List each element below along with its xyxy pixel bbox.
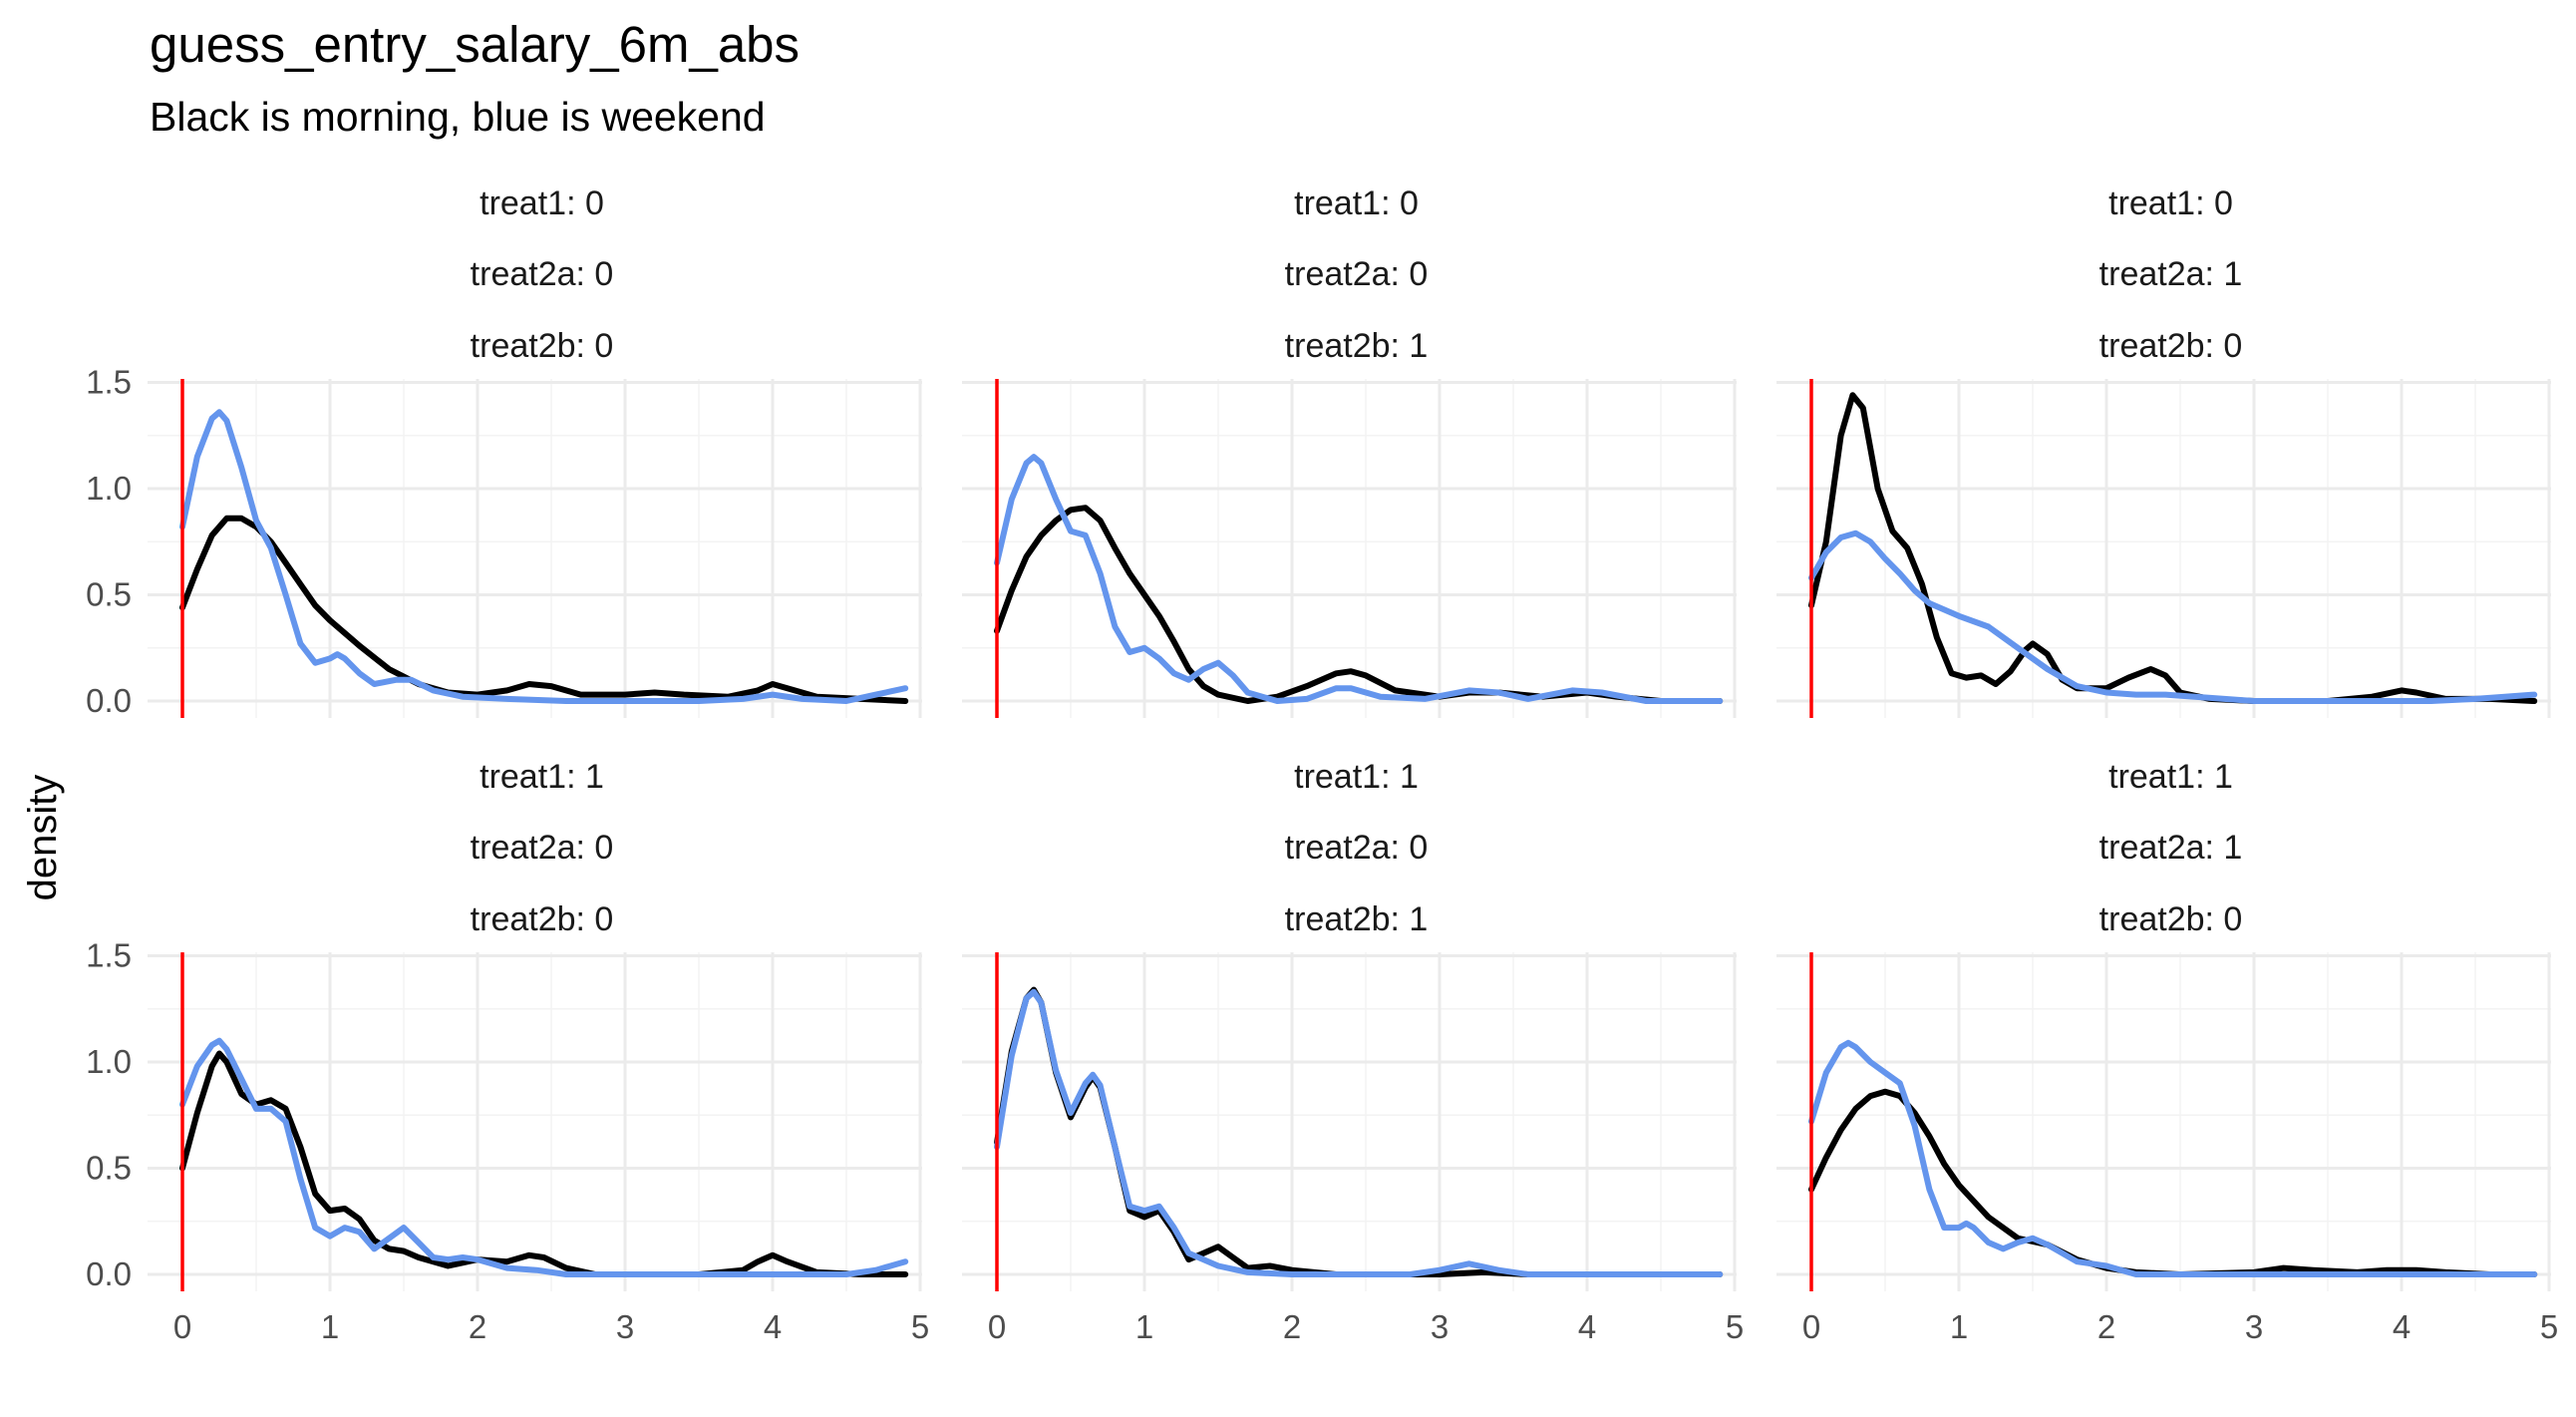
x-tick-label: 1 [1135,1308,1153,1345]
x-tick-label: 2 [469,1308,486,1345]
y-tick-label: 1.0 [86,1043,132,1080]
facet-strip-label: treat1: 1 [480,758,604,796]
y-tick-label: 0.0 [86,1255,132,1292]
x-tick-label: 0 [988,1308,1006,1345]
density-curve-weekend [994,454,1724,704]
facet-panel: treat1: 1 treat2a: 1 treat2b: 0 0 1 2 3 4 5 [1776,758,2558,1345]
y-tick-label: 1.0 [86,470,132,507]
y-tick-label: 1.5 [86,937,132,974]
facet-strip-label: treat1: 1 [1294,758,1419,796]
chart-subtitle: Black is morning, blue is weekend [150,94,766,140]
x-tick-label: 1 [1950,1308,1968,1345]
y-tick-label: 0.0 [86,682,132,719]
density-curve-morning [1808,1088,2538,1277]
x-tick-label: 5 [911,1308,929,1345]
density-curve-morning [179,1050,909,1277]
density-curve-morning [1808,392,2538,704]
x-tick-label: 5 [1726,1308,1744,1345]
y-axis-label: density [21,775,65,901]
density-curve-weekend [994,988,1724,1277]
facet-strip-label: treat2b: 0 [2099,327,2243,365]
facet-strip-label: treat2a: 0 [471,829,614,867]
density-curve-weekend [1808,530,2538,704]
facet-panel: treat1: 0 treat2a: 1 treat2b: 0 [1776,184,2551,718]
facet-panel: treat1: 1 treat2a: 0 treat2b: 1 0 1 2 3 4 5 [962,758,1744,1345]
facet-panel: treat1: 0 treat2a: 0 treat2b: 0 0.0 0.5 1.0 1.… [86,184,922,719]
density-curve-weekend [179,409,909,704]
facet-strip-label: treat2a: 0 [471,255,614,293]
facet-strip-label: treat2a: 0 [1285,255,1429,293]
facet-strip-label: treat1: 0 [1294,184,1419,222]
x-tick-label: 5 [2540,1308,2558,1345]
facet-strip-label: treat2a: 0 [1285,829,1429,867]
x-tick-label: 3 [2245,1308,2263,1345]
x-tick-label: 4 [1578,1308,1596,1345]
x-tick-label: 4 [2393,1308,2411,1345]
density-curve-weekend [179,1037,909,1277]
x-tick-label: 3 [616,1308,634,1345]
x-tick-label: 4 [764,1308,782,1345]
facet-strip-label: treat2a: 1 [2099,255,2243,293]
facet-strip-label: treat2b: 0 [471,327,614,365]
x-tick-label: 3 [1431,1308,1449,1345]
facet-panel: treat1: 1 treat2a: 0 treat2b: 0 0.0 0.5 1.0 1.… [86,758,929,1345]
x-tick-label: 2 [2097,1308,2115,1345]
panels-grid: treat1: 0 treat2a: 0 treat2b: 0 0.0 0.5 1.0 1.… [86,184,2558,1345]
y-tick-label: 1.5 [86,364,132,401]
y-tick-label: 0.5 [86,576,132,613]
y-tick-label: 0.5 [86,1150,132,1187]
density-curve-weekend [1808,1039,2538,1277]
chart-title: guess_entry_salary_6m_abs [150,16,800,73]
facet-strip-label: treat2b: 0 [471,900,614,938]
facet-strip-label: treat2b: 0 [2099,900,2243,938]
density-curve-morning [179,515,909,704]
facet-strip-label: treat1: 0 [2108,184,2233,222]
facet-strip-label: treat2a: 1 [2099,829,2243,867]
x-tick-label: 1 [321,1308,339,1345]
density-curve-morning [994,986,1724,1277]
facet-strip-label: treat2b: 1 [1285,327,1429,365]
x-tick-label: 0 [173,1308,191,1345]
facet-strip-label: treat1: 0 [480,184,604,222]
facet-panel: treat1: 0 treat2a: 0 treat2b: 1 [962,184,1737,718]
x-tick-label: 0 [1802,1308,1820,1345]
x-tick-label: 2 [1283,1308,1301,1345]
facet-strip-label: treat2b: 1 [1285,900,1429,938]
density-curve-morning [994,505,1724,704]
facet-strip-label: treat1: 1 [2108,758,2233,796]
